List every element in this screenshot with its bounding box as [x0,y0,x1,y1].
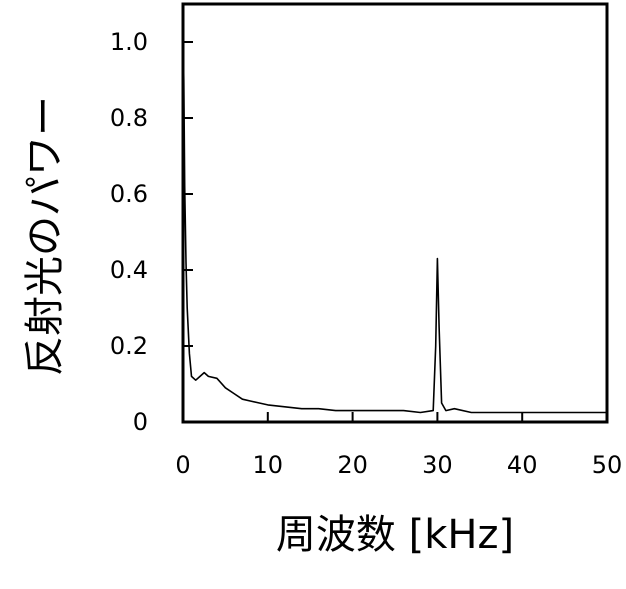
plot-frame [181,2,609,424]
y-tick-label: 0.8 [110,104,148,132]
x-tick-label: 0 [175,451,190,479]
x-tick-label: 20 [337,451,368,479]
x-tick-label: 50 [592,451,623,479]
x-tick-label: 40 [507,451,538,479]
y-axis-title: 反射光のパワー [22,96,68,376]
y-tick-label: 0.2 [110,332,148,360]
y-tick-label: 0 [133,408,148,436]
x-tick-label: 30 [422,451,453,479]
series-line-0 [182,22,607,414]
y-tick-label: 1.0 [110,28,148,56]
x-tick-label: 10 [253,451,284,479]
x-axis-title: 周波数 [kHz] [276,512,514,558]
y-tick-label: 0.6 [110,180,148,208]
y-tick-label: 0.4 [110,256,148,284]
